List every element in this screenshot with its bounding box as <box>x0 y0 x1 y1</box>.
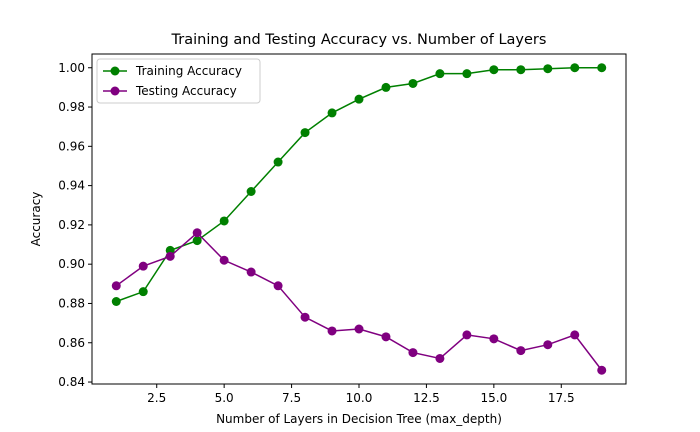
data-point-training <box>111 297 121 306</box>
y-tick-label: 0.86 <box>58 336 85 350</box>
legend: Training Accuracy Testing Accuracy <box>96 58 261 104</box>
data-point-training <box>273 157 283 167</box>
y-tick-label: 0.92 <box>58 218 85 232</box>
data-point-testing <box>192 228 202 238</box>
y-tick-label: 0.94 <box>58 179 85 193</box>
data-point-testing <box>165 251 175 261</box>
legend-box <box>96 58 261 104</box>
x-tick-label: 12.5 <box>413 391 440 405</box>
y-tick-label: 0.96 <box>58 139 85 153</box>
data-point-testing <box>219 255 229 265</box>
y-tick-label: 0.84 <box>58 375 85 389</box>
y-tick-label: 0.88 <box>58 296 85 310</box>
data-point-testing <box>462 330 472 340</box>
data-point-testing <box>570 330 580 340</box>
data-point-training <box>246 187 256 196</box>
data-point-training <box>516 65 526 75</box>
data-point-testing <box>273 281 283 291</box>
x-tick-label: 17.5 <box>548 391 575 405</box>
data-point-testing <box>138 261 148 271</box>
data-point-testing <box>516 346 526 356</box>
data-point-testing <box>408 348 418 358</box>
data-point-testing <box>111 281 121 291</box>
chart-title: Training and Testing Accuracy vs. Number… <box>171 32 547 48</box>
legend-label-testing: Testing Accuracy <box>135 84 237 98</box>
data-point-testing <box>246 267 256 277</box>
data-point-training <box>138 287 148 297</box>
y-tick-label: 0.90 <box>58 257 85 271</box>
data-point-testing <box>597 365 607 375</box>
series-line-testing <box>115 231 603 371</box>
x-axis-label: Number of Layers in Decision Tree (max_d… <box>216 412 502 426</box>
data-point-training <box>462 69 472 79</box>
x-tick-label: 10.0 <box>346 391 373 405</box>
x-tick-label: 5.0 <box>215 391 234 405</box>
x-tick-label: 15.0 <box>480 391 507 405</box>
data-point-training <box>435 69 445 79</box>
data-point-testing <box>327 326 337 336</box>
data-point-training <box>354 94 364 104</box>
data-point-testing <box>489 334 499 344</box>
data-point-training <box>219 216 229 226</box>
x-axis: 2.5 5.0 7.5 10.0 12.5 15.0 17.5 <box>147 384 575 405</box>
y-axis: 0.84 0.86 0.88 0.90 0.92 0.94 0.96 0.98 1.00 <box>58 61 92 389</box>
data-point-training <box>597 63 607 73</box>
series-layer <box>111 63 607 375</box>
y-tick-label: 0.98 <box>58 100 85 114</box>
data-point-training <box>192 236 202 246</box>
data-point-training <box>408 78 418 88</box>
data-point-training <box>327 108 337 118</box>
data-point-training <box>381 82 391 92</box>
data-point-training <box>300 128 310 138</box>
data-point-testing <box>381 332 391 342</box>
data-point-testing <box>354 324 364 334</box>
y-tick-label: 1.00 <box>58 61 85 75</box>
data-point-testing <box>300 312 310 322</box>
y-axis-label: Accuracy <box>29 192 43 247</box>
data-point-testing <box>435 353 445 363</box>
x-tick-label: 2.5 <box>147 391 166 405</box>
legend-marker-training <box>110 66 120 76</box>
data-point-testing <box>543 340 553 350</box>
data-point-training <box>543 64 553 74</box>
legend-label-training: Training Accuracy <box>135 64 242 78</box>
data-point-training <box>489 65 499 75</box>
x-tick-label: 7.5 <box>282 391 301 405</box>
data-point-training <box>570 63 580 73</box>
legend-marker-testing <box>110 86 120 96</box>
